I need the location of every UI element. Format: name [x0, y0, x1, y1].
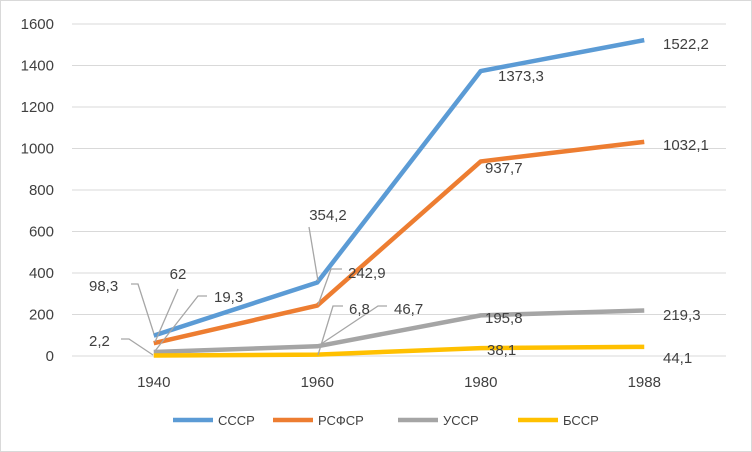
legend-label: БССР — [563, 413, 599, 428]
leader-line — [154, 288, 179, 343]
data-label: 2,2 — [89, 333, 110, 350]
series-line-РСФСР — [153, 139, 645, 346]
leader-line — [317, 268, 342, 306]
data-label: 19,3 — [214, 289, 243, 306]
x-tick-label: 1980 — [464, 374, 497, 391]
data-label: 6,8 — [349, 301, 370, 318]
x-tick-label: 1940 — [137, 374, 170, 391]
leader-line — [317, 305, 343, 356]
y-tick-label: 0 — [46, 348, 54, 365]
y-tick-label: 800 — [29, 182, 54, 199]
data-label: 62 — [170, 266, 187, 283]
data-label: 46,7 — [394, 301, 423, 318]
series-line-СССР — [153, 37, 645, 338]
y-tick-label: 600 — [29, 224, 54, 241]
data-label: 195,8 — [485, 310, 523, 327]
x-tick-label: 1988 — [628, 374, 661, 391]
data-label: 98,3 — [89, 278, 118, 295]
data-label: 1032,1 — [663, 137, 709, 154]
leader-line — [121, 338, 154, 356]
legend-label: УССР — [443, 413, 479, 428]
series-line-БССР — [153, 344, 645, 358]
data-label: 38,1 — [487, 342, 516, 359]
data-label: 44,1 — [663, 350, 692, 367]
legend-label: СССР — [218, 413, 255, 428]
y-tick-label: 1000 — [21, 141, 54, 158]
y-tick-label: 1400 — [21, 58, 54, 75]
data-label: 937,7 — [485, 160, 523, 177]
y-tick-label: 400 — [29, 265, 54, 282]
legend-label: РСФСР — [318, 413, 364, 428]
leader-line — [317, 305, 387, 347]
leader-line — [154, 295, 207, 352]
leader-line — [131, 283, 155, 335]
series-line-УССР — [153, 308, 645, 355]
data-label: 354,2 — [309, 207, 347, 224]
data-label: 219,3 — [663, 307, 701, 324]
data-label: 242,9 — [348, 265, 386, 282]
y-tick-label: 1200 — [21, 99, 54, 116]
y-tick-label: 200 — [29, 307, 54, 324]
data-label: 1373,3 — [498, 68, 544, 85]
leader-line — [308, 226, 319, 282]
x-tick-label: 1960 — [301, 374, 334, 391]
y-tick-label: 1600 — [21, 16, 54, 33]
data-label: 1522,2 — [663, 36, 709, 53]
